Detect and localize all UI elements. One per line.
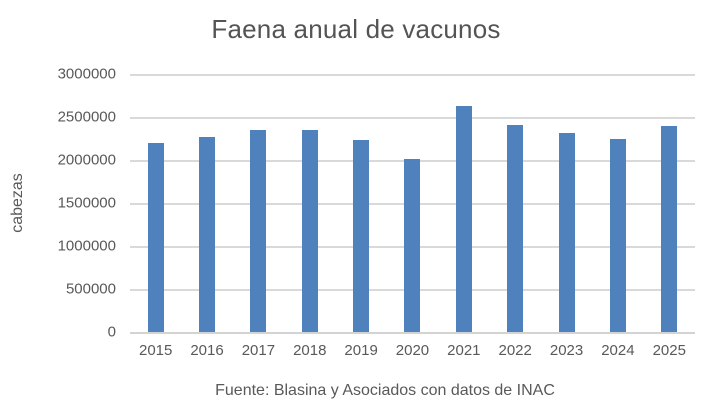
bar-2023	[558, 133, 575, 332]
y-tick-label: 3000000	[57, 65, 116, 83]
x-tick-label: 2019	[344, 342, 378, 359]
plot-area	[130, 74, 695, 334]
x-tick-label: 2020	[395, 342, 430, 359]
bar-2022	[507, 124, 524, 332]
y-tick-label: 2000000	[57, 151, 116, 169]
y-tick-label: 2500000	[57, 108, 116, 126]
y-tick-label: 1000000	[57, 237, 116, 255]
chart-title: Faena anual de vacunos	[211, 14, 501, 44]
x-tick-label: 2021	[447, 342, 481, 359]
bar-2021	[455, 105, 472, 332]
x-tick-label: 2017	[241, 342, 276, 359]
bar-2024	[609, 138, 626, 332]
x-tick-label: 2022	[498, 342, 532, 359]
bar-slot	[335, 74, 386, 332]
gridline	[130, 74, 695, 76]
y-tick-label: 1500000	[57, 194, 116, 212]
bar-slot	[387, 74, 438, 332]
x-tick-label: 2024	[601, 342, 635, 359]
bar-2015	[147, 142, 164, 332]
bar-slot	[644, 74, 695, 332]
bar-slot	[592, 74, 643, 332]
bar-slot	[181, 74, 232, 332]
x-tick-label: 2016	[190, 342, 224, 359]
y-tick-label: 500000	[65, 280, 116, 298]
x-tick-label: 2015	[138, 342, 173, 359]
bar-2019	[353, 140, 370, 332]
bar-2025	[661, 125, 678, 332]
bar-slot	[490, 74, 541, 332]
bar-2017	[250, 129, 267, 332]
bar-series	[130, 74, 695, 332]
bar-2020	[404, 159, 421, 332]
bar-slot	[233, 74, 284, 332]
bar-slot	[438, 74, 489, 332]
gridline	[130, 117, 695, 119]
bar-2016	[199, 136, 216, 332]
x-tick-label: 2025	[652, 342, 686, 359]
bar-slot	[130, 74, 181, 332]
x-tick-label: 2018	[293, 342, 327, 359]
x-axis-tick-labels: 2015 2016 2017 2018 2019 2020 2021 2022 2023 2024…	[130, 342, 695, 359]
x-tick-label: 2023	[549, 342, 584, 359]
source-note: Fuente: Blasina y Asociados con datos de…	[215, 382, 555, 399]
bar-2018	[301, 129, 318, 332]
bar-slot	[284, 74, 335, 332]
bar-slot	[541, 74, 592, 332]
y-axis-tick-labels: 0 500000 1000000 1500000 2000000 2500000 30000…	[0, 66, 116, 341]
y-tick-label: 0	[107, 323, 116, 341]
